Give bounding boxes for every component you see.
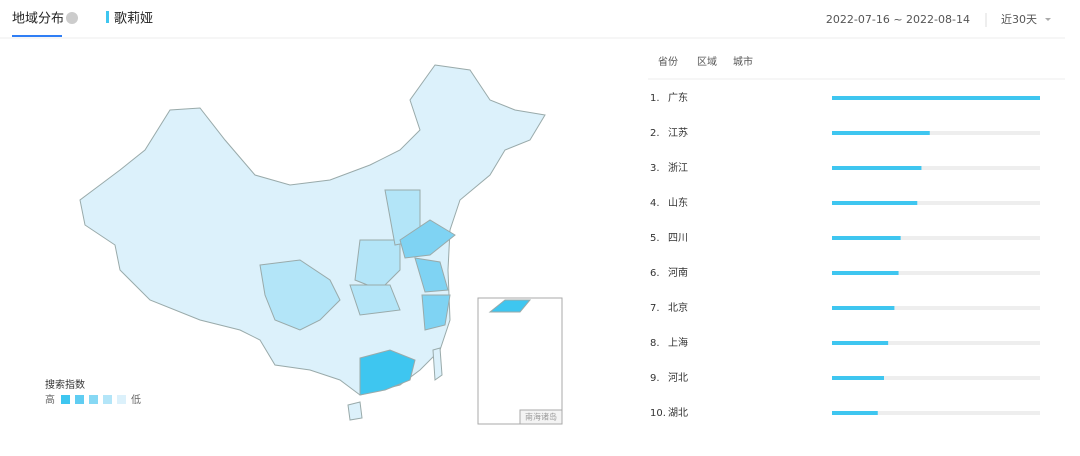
province-name: 四川 xyxy=(668,233,688,244)
dropdown-arrow[interactable] xyxy=(1045,18,1051,21)
bar-track xyxy=(832,271,1040,275)
ranking-tab[interactable]: 区域 xyxy=(697,55,717,68)
province-name: 北京 xyxy=(668,301,688,314)
active-tab[interactable]: 地域分布 xyxy=(12,12,64,27)
help-icon[interactable] xyxy=(66,12,78,24)
region-jiangsu xyxy=(414,257,449,293)
inset-guangdong xyxy=(488,299,532,313)
bar-track xyxy=(832,131,1040,135)
bar-track xyxy=(832,201,1040,205)
ranking-tab[interactable]: 省份 xyxy=(658,55,678,68)
bar xyxy=(832,306,895,310)
period[interactable]: 近30天 xyxy=(1001,13,1037,26)
ranking-tab[interactable]: 城市 xyxy=(733,55,753,68)
bar-track xyxy=(832,166,1040,170)
province-name: 浙江 xyxy=(668,162,688,174)
rank: 5. xyxy=(650,233,660,244)
province-name: 广东 xyxy=(668,91,688,104)
rank: 1. xyxy=(650,93,660,104)
legend-swatch xyxy=(89,395,98,404)
region-sichuan xyxy=(259,259,341,331)
map xyxy=(79,64,546,421)
province-name: 上海 xyxy=(668,336,688,349)
keyword: 歌莉娅 xyxy=(114,12,153,27)
keyword-marker xyxy=(106,11,109,23)
bar xyxy=(832,376,884,380)
region-hainan xyxy=(347,401,363,421)
inset-box xyxy=(477,297,563,425)
bar xyxy=(832,411,878,415)
legend-swatch xyxy=(61,395,70,404)
province-name: 湖北 xyxy=(668,407,688,419)
bar-track xyxy=(832,376,1040,380)
bar xyxy=(832,131,930,135)
legend-low: 低 xyxy=(131,393,141,406)
rank: 6. xyxy=(650,268,660,279)
legend-swatch xyxy=(117,395,126,404)
province-name: 山东 xyxy=(668,196,688,209)
rank: 8. xyxy=(650,338,660,349)
bar-track xyxy=(832,236,1040,240)
region-taiwan xyxy=(432,347,443,381)
bar xyxy=(832,166,922,170)
bar xyxy=(832,341,889,345)
legend-swatch xyxy=(75,395,84,404)
region-henan xyxy=(354,239,401,291)
rank: 7. xyxy=(650,303,660,314)
region-guangdong xyxy=(359,349,416,396)
region-zhejiang xyxy=(421,294,451,331)
region-shandong xyxy=(399,219,456,259)
bar xyxy=(832,271,899,275)
rank: 10. xyxy=(650,408,666,419)
legend-title: 搜索指数 xyxy=(45,378,85,391)
province-name: 河南 xyxy=(668,266,688,279)
date-range[interactable]: 2022-07-16 ~ 2022-08-14 xyxy=(826,13,970,26)
inset-label: 南海诸岛 xyxy=(525,412,557,422)
legend-high: 高 xyxy=(45,393,55,406)
province-name: 河北 xyxy=(668,372,688,384)
inset-label-box xyxy=(519,409,563,425)
rank: 3. xyxy=(650,163,660,174)
bar-track xyxy=(832,341,1040,345)
rank: 9. xyxy=(650,373,660,384)
region-hubei xyxy=(349,284,401,316)
bar xyxy=(832,96,1040,100)
legend-swatch xyxy=(103,395,112,404)
rank: 2. xyxy=(650,128,660,139)
bar xyxy=(832,236,901,240)
bar-track xyxy=(832,411,1040,415)
bar-track xyxy=(832,306,1040,310)
country-shape xyxy=(79,64,546,396)
bar xyxy=(832,201,918,205)
rank: 4. xyxy=(650,198,660,209)
tab-underline xyxy=(12,35,62,37)
province-name: 江苏 xyxy=(668,126,688,139)
